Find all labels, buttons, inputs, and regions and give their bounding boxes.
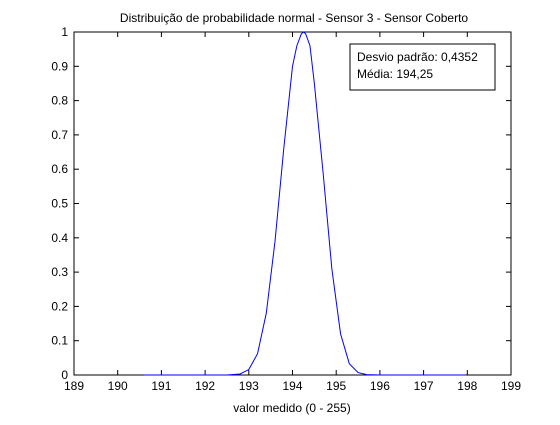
y-tick-label: 0.5 — [51, 197, 68, 211]
x-tick-label: 193 — [239, 379, 259, 393]
y-tick-label: 0.1 — [51, 334, 68, 348]
series-line — [143, 31, 466, 376]
x-tick-label: 198 — [457, 379, 477, 393]
y-tick-label: 0 — [61, 368, 68, 382]
x-tick-label: 192 — [195, 379, 215, 393]
annotation-std-dev: Desvio padrão: 0,4352 — [357, 50, 478, 64]
tick-group: 189 190 191 192 193 194 195 196 197 198 199 0 0.1 0.2… — [51, 25, 521, 393]
x-tick-label: 197 — [414, 379, 434, 393]
x-tick-label: 189 — [64, 379, 84, 393]
chart-title: Distribuição de probabilidade normal - S… — [120, 11, 469, 25]
y-tick-label: 0.3 — [51, 265, 68, 279]
x-tick-label: 191 — [151, 379, 171, 393]
y-tick-label: 0.7 — [51, 128, 68, 142]
y-tick-label: 1 — [61, 25, 68, 39]
y-tick-label: 0.9 — [51, 59, 68, 73]
annotation-frame — [349, 43, 496, 91]
annotation-mean: Média: 194,25 — [357, 67, 433, 81]
y-tick-label: 0.2 — [51, 299, 68, 313]
x-tick-label: 194 — [282, 379, 302, 393]
x-tick-label: 195 — [326, 379, 346, 393]
x-tick-label: 199 — [501, 379, 521, 393]
annotation-box: Desvio padrão: 0,4352 Média: 194,25 — [349, 43, 496, 91]
x-tick-label: 190 — [108, 379, 128, 393]
x-axis-label: valor medido (0 - 255) — [233, 401, 350, 415]
y-tick-label: 0.4 — [51, 231, 68, 245]
x-tick-label: 196 — [370, 379, 390, 393]
y-tick-label: 0.8 — [51, 94, 68, 108]
y-tick-label: 0.6 — [51, 162, 68, 176]
series-layer — [143, 31, 466, 376]
